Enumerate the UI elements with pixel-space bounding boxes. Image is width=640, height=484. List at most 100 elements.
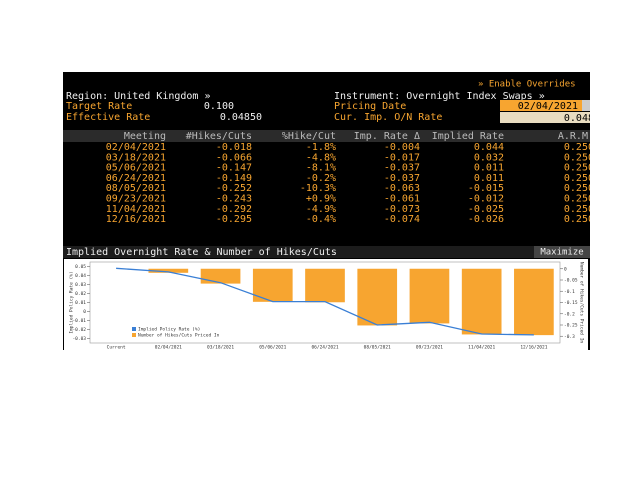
table-cell: 0.250 [564,173,594,184]
table-cell: -0.063 [384,183,420,194]
column-header: %Hike/Cut [282,131,336,142]
column-header: Meeting [124,131,166,142]
table-cell: 0.032 [474,152,504,163]
field-label: Target Rate [66,101,132,112]
maximize-button[interactable] [534,246,590,258]
table-cell: -1.8% [306,142,336,153]
table-cell: 0.011 [474,163,504,174]
rate-input[interactable] [500,112,590,123]
column-header: #Hikes/Cuts [186,131,252,142]
table-cell: -10.3% [300,183,336,194]
table-cell: -0.026 [468,214,504,225]
y2-tick-label: -0.05 [564,278,578,284]
table-cell: 0.250 [564,183,594,194]
y-tick-label: 0.03 [75,282,86,288]
field-value: 0.100 [204,101,234,112]
y2-tick-label: -0.15 [564,300,578,306]
legend-label: Implied Policy Rate (%) [138,327,200,333]
date-input[interactable] [500,100,582,111]
table-cell: -0.018 [216,142,252,153]
panel-title: Implied Overnight Rate & Number of Hikes… [66,247,337,258]
table-cell: -0.4% [306,214,336,225]
y2-axis-label: Number of Hikes/Cuts Priced In [579,262,585,344]
table-cell: 09/23/2021 [106,194,166,205]
date-picker[interactable] [582,100,590,111]
table-cell: +0.9% [306,194,336,205]
x-tick-label: 02/04/2021 [155,345,182,351]
x-tick-label: 05/06/2021 [259,345,286,351]
table-cell: -0.061 [384,194,420,205]
table-cell: 02/04/2021 [106,142,166,153]
table-cell: -0.015 [468,183,504,194]
table-cell: -0.037 [384,163,420,174]
field-value: 02/04/2021 [518,101,578,112]
table-cell: -0.066 [216,152,252,163]
table-cell: 08/05/2021 [106,183,166,194]
table-cell: 0.250 [564,142,594,153]
table-cell: -0.017 [384,152,420,163]
legend-swatch [132,327,136,331]
y2-tick-label: -0.2 [564,311,575,317]
table-cell: 0.250 [564,204,594,215]
region: Region: United Kingdom » [66,91,211,102]
table-cell: -0.243 [216,194,252,205]
legend-label: Number of Hikes/Cuts Priced In [138,333,220,339]
column-header: Implied Rate [432,131,504,142]
panel-title-bar [63,246,590,258]
table-cell: -0.295 [216,214,252,225]
table-cell: -0.149 [216,173,252,184]
table-cell: 11/04/2021 [106,204,166,215]
bar [200,268,241,284]
x-tick-label: Current [107,345,126,351]
table-cell: 03/18/2021 [106,152,166,163]
field-label: Cur. Imp. O/N Rate [334,112,442,123]
field-label: Effective Rate [66,112,150,123]
table-cell: 06/24/2021 [106,173,166,184]
table-cell: 0.250 [564,163,594,174]
bar [409,268,450,324]
y-tick-label: 0.05 [75,264,86,270]
table-cell: 12/16/2021 [106,214,166,225]
bar [357,268,398,326]
bar [305,268,345,303]
maximize-label: Maximize [540,248,583,258]
line [116,267,534,336]
column-header: Imp. Rate Δ [354,131,420,142]
table-cell: -4.9% [306,204,336,215]
table-cell: -0.004 [384,142,420,153]
field-value: 0.048 [564,113,594,124]
y-tick-label: -0.02 [72,327,86,333]
x-tick-label: 11/04/2021 [468,345,495,351]
table-header-bg [63,130,590,142]
table-cell: 0.011 [474,173,504,184]
table-cell: -0.074 [384,214,420,225]
table-cell: -0.292 [216,204,252,215]
table-cell: -0.037 [384,173,420,184]
y-axis-label: Implied Policy Rate (%) [69,271,75,333]
bar [148,268,189,273]
table-cell: 0.250 [564,214,594,225]
bar [514,268,554,336]
x-tick-label: 03/18/2021 [207,345,234,351]
overrides: » Enable Overrides [478,80,576,90]
table-cell: -0.012 [468,194,504,205]
y-tick-label: 0 [83,309,86,315]
field-value: 0.04850 [220,112,262,123]
terminal-content: Region: United Kingdom » Instrument: Over… [63,80,594,351]
y-tick-label: 0.04 [75,273,86,279]
table-cell: -0.025 [468,204,504,215]
y-tick-label: -0.03 [72,336,86,342]
y-tick-label: 0.02 [75,291,86,297]
table-cell: -0.252 [216,183,252,194]
table-cell: 0.250 [564,194,594,205]
column-header: A.R.M. [558,131,594,142]
bar [461,268,502,335]
y2-tick-label: 0 [564,266,567,272]
table-cell: 0.250 [564,152,594,163]
x-tick-label: 08/05/2021 [364,345,391,351]
instrument: Instrument: Overnight Index Swaps » [334,91,545,102]
y2-tick-label: -0.3 [564,334,575,340]
x-tick-label: 12/16/2021 [520,345,547,351]
table-cell: -0.147 [216,163,252,174]
x-tick-label: 06/24/2021 [311,345,338,351]
